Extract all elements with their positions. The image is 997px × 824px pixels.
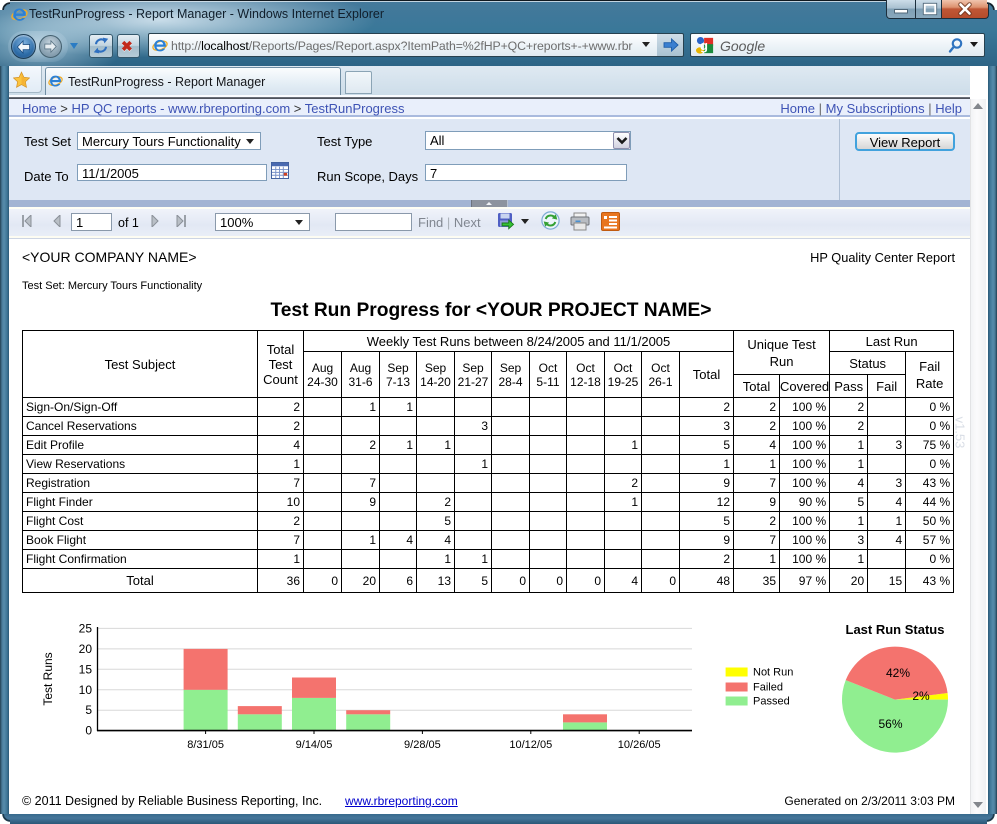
svg-text:25: 25	[79, 621, 93, 635]
svg-text:Test Runs: Test Runs	[41, 652, 55, 705]
svg-text:10/12/05: 10/12/05	[509, 739, 552, 751]
svg-text:5: 5	[85, 703, 92, 717]
svg-text:2%: 2%	[912, 689, 930, 703]
svg-text:42%: 42%	[886, 666, 910, 680]
svg-text:10/26/05: 10/26/05	[618, 739, 661, 751]
svg-text:15: 15	[79, 662, 93, 676]
svg-text:Not Run: Not Run	[753, 667, 793, 679]
svg-text:56%: 56%	[878, 717, 902, 731]
svg-text:Failed: Failed	[753, 682, 783, 694]
svg-text:10: 10	[79, 683, 93, 697]
svg-text:g: g	[700, 38, 708, 53]
svg-text:Passed: Passed	[753, 696, 790, 708]
svg-text:9/14/05: 9/14/05	[296, 739, 333, 751]
svg-text:8/31/05: 8/31/05	[187, 739, 224, 751]
svg-text:9/28/05: 9/28/05	[404, 739, 441, 751]
svg-text:0: 0	[85, 724, 92, 738]
svg-text:Last Run Status: Last Run Status	[846, 622, 945, 637]
svg-text:20: 20	[79, 642, 93, 656]
